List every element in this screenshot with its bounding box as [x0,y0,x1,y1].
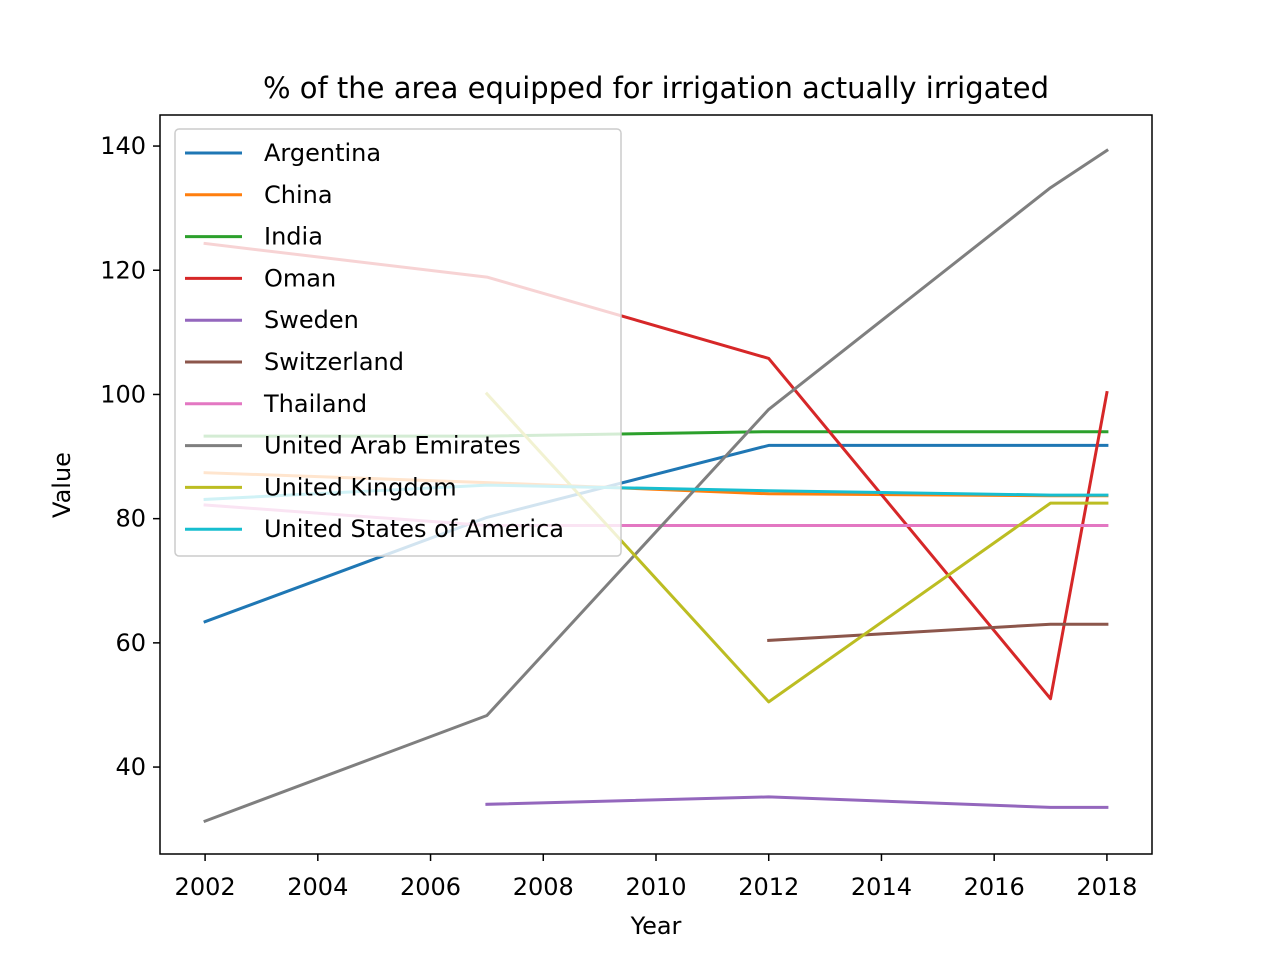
legend-entries: Argentina China India Oman Sweden Switzerland… [185,139,564,543]
y-tick-label: 100 [100,380,146,408]
x-tick-label: 2014 [851,873,912,901]
chart-title: % of the area equipped for irrigation ac… [263,71,1049,105]
legend-label-9: United States of America [264,515,564,543]
y-tick-label: 80 [115,505,146,533]
y-tick-label: 40 [115,753,146,781]
series-line-5 [767,622,1109,642]
legend-label-0: Argentina [264,139,381,167]
legend-label-6: Thailand [263,390,367,418]
legend-label-5: Switzerland [264,348,404,376]
x-axis: 2002 2004 2006 2008 2010 2012 2014 2016 2018 [175,854,1137,901]
x-tick-label: 2016 [964,873,1025,901]
legend-label-2: India [264,223,323,251]
y-tick-label: 60 [115,629,146,657]
legend-box [174,128,622,557]
x-tick-label: 2004 [287,873,348,901]
legend-label-1: China [264,181,333,209]
legend-label-8: United Kingdom [264,473,457,501]
series-line-7 [203,148,1109,824]
series-line-4 [485,795,1109,809]
x-tick-label: 2002 [175,873,236,901]
x-axis-label: Year [630,912,682,940]
legend: Argentina China India Oman Sweden Switzerland… [174,128,622,557]
x-tick-label: 2018 [1076,873,1137,901]
x-tick-label: 2006 [400,873,461,901]
x-tick-label: 2012 [738,873,799,901]
y-axis-label: Value [48,452,76,518]
legend-label-7: United Arab Emirates [264,432,521,460]
x-tick-label: 2008 [513,873,574,901]
y-tick-label: 140 [100,132,146,160]
x-tick-label: 2010 [625,873,686,901]
y-axis: 40 60 80 100 120 140 [100,132,160,781]
series-line-8 [484,391,1109,704]
legend-label-3: Oman [264,264,336,292]
legend-label-4: Sweden [264,306,359,334]
y-tick-label: 120 [100,256,146,284]
